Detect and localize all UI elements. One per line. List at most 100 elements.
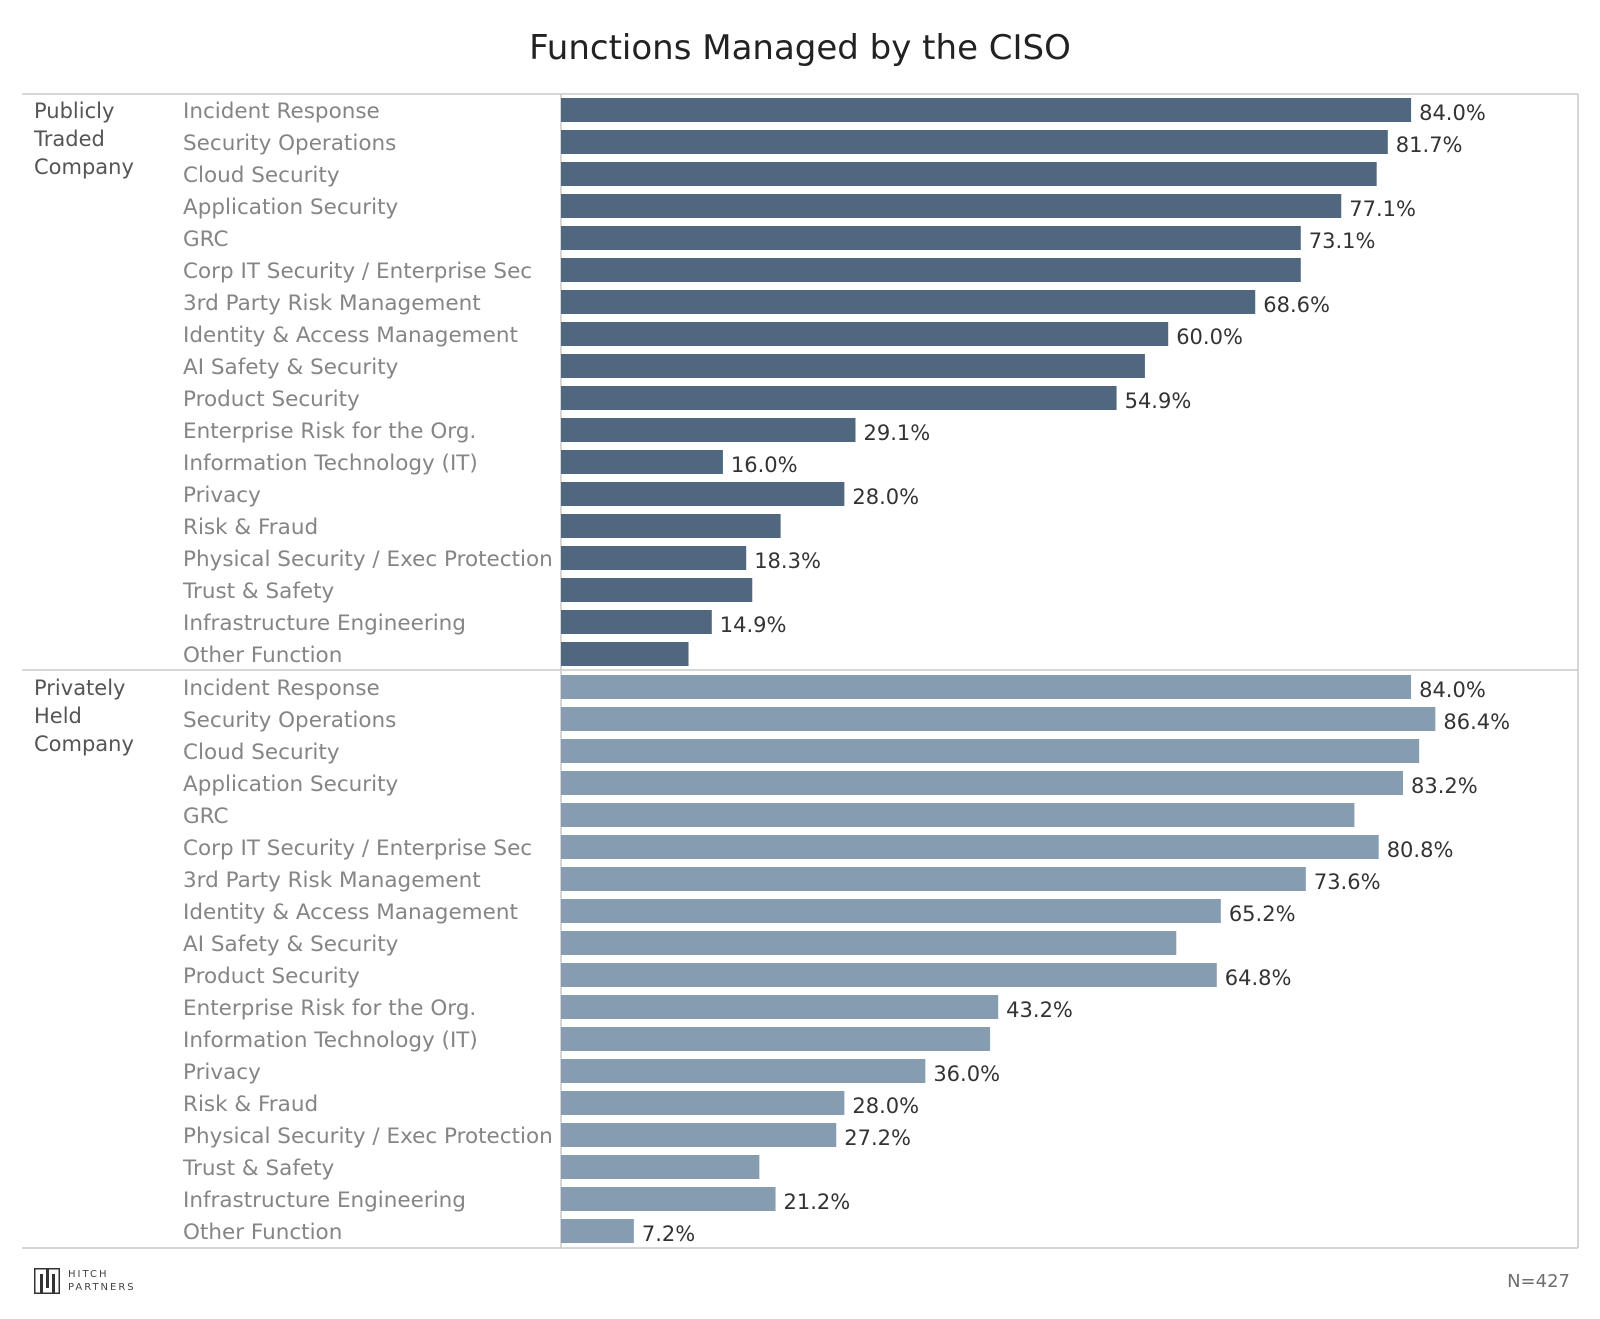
category-label-incident-response: Incident Response bbox=[183, 676, 380, 701]
value-label-privately-held-company-identity-access-management: 65.2% bbox=[1229, 902, 1296, 926]
category-label-grc: GRC bbox=[183, 227, 229, 252]
value-label-publicly-traded-company-identity-access-management: 60.0% bbox=[1176, 325, 1243, 349]
value-label-privately-held-company-corp-it-security-enterprise-sec: 80.8% bbox=[1387, 838, 1454, 862]
bar-publicly-traded-company-enterprise-risk-for-the-org bbox=[561, 418, 856, 442]
bar-privately-held-company-trust-safety bbox=[561, 1155, 760, 1179]
category-label-infrastructure-engineering: Infrastructure Engineering bbox=[183, 1188, 466, 1213]
category-label-grc: GRC bbox=[183, 804, 229, 829]
bar-publicly-traded-company-risk-fraud bbox=[561, 514, 781, 538]
category-label-risk-fraud: Risk & Fraud bbox=[183, 1092, 318, 1117]
category-label-privacy: Privacy bbox=[183, 1060, 261, 1085]
value-label-privately-held-company-privacy: 36.0% bbox=[933, 1062, 1000, 1086]
category-label-cloud-security: Cloud Security bbox=[183, 163, 340, 188]
value-label-publicly-traded-company-product-security: 54.9% bbox=[1125, 389, 1192, 413]
category-label-information-technology-it: Information Technology (IT) bbox=[183, 451, 478, 476]
bar-privately-held-company-physical-security-exec-protection bbox=[561, 1123, 837, 1147]
bar-publicly-traded-company-other-function bbox=[561, 642, 689, 666]
value-label-publicly-traded-company-privacy: 28.0% bbox=[852, 485, 919, 509]
bar-publicly-traded-company-ai-safety-security bbox=[561, 354, 1145, 378]
value-label-privately-held-company-other-function: 7.2% bbox=[642, 1222, 695, 1246]
value-label-publicly-traded-company-incident-response: 84.0% bbox=[1419, 101, 1486, 125]
bar-privately-held-company-information-technology-it bbox=[561, 1027, 991, 1051]
category-label-product-security: Product Security bbox=[183, 387, 360, 412]
bar-publicly-traded-company-infrastructure-engineering bbox=[561, 610, 712, 634]
category-label-corp-it-security-enterprise-sec: Corp IT Security / Enterprise Sec bbox=[183, 836, 532, 861]
bar-privately-held-company-other-function bbox=[561, 1219, 634, 1243]
bar-publicly-traded-company-trust-safety bbox=[561, 578, 753, 602]
category-label-incident-response: Incident Response bbox=[183, 99, 380, 124]
category-label-3rd-party-risk-management: 3rd Party Risk Management bbox=[183, 868, 481, 893]
hitch-partners-logo-icon bbox=[34, 1268, 60, 1294]
category-label-ai-safety-security: AI Safety & Security bbox=[183, 355, 399, 380]
category-label-application-security: Application Security bbox=[183, 772, 399, 797]
bar-publicly-traded-company-3rd-party-risk-management bbox=[561, 290, 1256, 314]
value-label-privately-held-company-risk-fraud: 28.0% bbox=[852, 1094, 919, 1118]
group-label-publicly-traded-company: Publicly Traded Company bbox=[33, 99, 134, 179]
category-label-enterprise-risk-for-the-org: Enterprise Risk for the Org. bbox=[183, 419, 476, 444]
category-label-infrastructure-engineering: Infrastructure Engineering bbox=[183, 611, 466, 636]
bar-publicly-traded-company-grc bbox=[561, 226, 1301, 250]
category-label-trust-safety: Trust & Safety bbox=[182, 1156, 335, 1181]
value-label-privately-held-company-security-operations: 86.4% bbox=[1443, 710, 1510, 734]
category-label-3rd-party-risk-management: 3rd Party Risk Management bbox=[183, 291, 481, 316]
category-label-other-function: Other Function bbox=[183, 1220, 342, 1245]
bar-privately-held-company-corp-it-security-enterprise-sec bbox=[561, 835, 1379, 859]
bar-publicly-traded-company-privacy bbox=[561, 482, 845, 506]
value-label-privately-held-company-application-security: 83.2% bbox=[1411, 774, 1478, 798]
value-label-publicly-traded-company-security-operations: 81.7% bbox=[1396, 133, 1463, 157]
bar-privately-held-company-ai-safety-security bbox=[561, 931, 1177, 955]
bar-privately-held-company-privacy bbox=[561, 1059, 926, 1083]
bar-privately-held-company-enterprise-risk-for-the-org bbox=[561, 995, 999, 1019]
bar-privately-held-company-incident-response bbox=[561, 675, 1412, 699]
bar-privately-held-company-identity-access-management bbox=[561, 899, 1221, 923]
value-label-privately-held-company-infrastructure-engineering: 21.2% bbox=[784, 1190, 851, 1214]
category-label-cloud-security: Cloud Security bbox=[183, 740, 340, 765]
bar-privately-held-company-cloud-security bbox=[561, 739, 1420, 763]
bar-privately-held-company-3rd-party-risk-management bbox=[561, 867, 1306, 891]
category-label-identity-access-management: Identity & Access Management bbox=[183, 900, 518, 925]
category-label-physical-security-exec-protection: Physical Security / Exec Protection bbox=[183, 547, 553, 572]
bar-publicly-traded-company-security-operations bbox=[561, 130, 1388, 154]
category-label-privacy: Privacy bbox=[183, 483, 261, 508]
category-label-other-function: Other Function bbox=[183, 643, 342, 668]
category-label-product-security: Product Security bbox=[183, 964, 360, 989]
category-label-risk-fraud: Risk & Fraud bbox=[183, 515, 318, 540]
bar-publicly-traded-company-physical-security-exec-protection bbox=[561, 546, 747, 570]
value-label-privately-held-company-product-security: 64.8% bbox=[1225, 966, 1292, 990]
bar-privately-held-company-application-security bbox=[561, 771, 1403, 795]
category-label-corp-it-security-enterprise-sec: Corp IT Security / Enterprise Sec bbox=[183, 259, 532, 284]
bar-publicly-traded-company-corp-it-security-enterprise-sec bbox=[561, 258, 1301, 282]
group-label-privately-held-company: Privately Held Company bbox=[34, 676, 134, 756]
category-label-physical-security-exec-protection: Physical Security / Exec Protection bbox=[183, 1124, 553, 1149]
bar-privately-held-company-risk-fraud bbox=[561, 1091, 845, 1115]
category-label-enterprise-risk-for-the-org: Enterprise Risk for the Org. bbox=[183, 996, 476, 1021]
value-label-publicly-traded-company-3rd-party-risk-management: 68.6% bbox=[1263, 293, 1330, 317]
value-label-publicly-traded-company-enterprise-risk-for-the-org: 29.1% bbox=[863, 421, 930, 445]
bar-privately-held-company-grc bbox=[561, 803, 1355, 827]
bar-publicly-traded-company-information-technology-it bbox=[561, 450, 723, 474]
category-label-identity-access-management: Identity & Access Management bbox=[183, 323, 518, 348]
value-label-privately-held-company-enterprise-risk-for-the-org: 43.2% bbox=[1006, 998, 1073, 1022]
bar-publicly-traded-company-product-security bbox=[561, 386, 1117, 410]
value-label-publicly-traded-company-infrastructure-engineering: 14.9% bbox=[720, 613, 787, 637]
value-label-publicly-traded-company-physical-security-exec-protection: 18.3% bbox=[754, 549, 821, 573]
sample-size-note: N=427 bbox=[1507, 1271, 1570, 1292]
category-label-ai-safety-security: AI Safety & Security bbox=[183, 932, 399, 957]
value-label-privately-held-company-incident-response: 84.0% bbox=[1419, 678, 1486, 702]
logo-text-line2: PARTNERS bbox=[68, 1282, 136, 1293]
chart-title: Functions Managed by the CISO bbox=[529, 28, 1071, 68]
category-label-security-operations: Security Operations bbox=[183, 708, 396, 733]
category-label-trust-safety: Trust & Safety bbox=[182, 579, 335, 604]
category-label-application-security: Application Security bbox=[183, 195, 399, 220]
hitch-partners-logo: HITCH PARTNERS bbox=[34, 1268, 154, 1300]
value-label-privately-held-company-physical-security-exec-protection: 27.2% bbox=[844, 1126, 911, 1150]
bar-publicly-traded-company-incident-response bbox=[561, 98, 1412, 122]
bar-privately-held-company-infrastructure-engineering bbox=[561, 1187, 776, 1211]
value-label-publicly-traded-company-application-security: 77.1% bbox=[1349, 197, 1416, 221]
value-label-privately-held-company-3rd-party-risk-management: 73.6% bbox=[1314, 870, 1381, 894]
category-label-information-technology-it: Information Technology (IT) bbox=[183, 1028, 478, 1053]
bar-publicly-traded-company-identity-access-management bbox=[561, 322, 1169, 346]
bar-privately-held-company-security-operations bbox=[561, 707, 1436, 731]
category-label-security-operations: Security Operations bbox=[183, 131, 396, 156]
